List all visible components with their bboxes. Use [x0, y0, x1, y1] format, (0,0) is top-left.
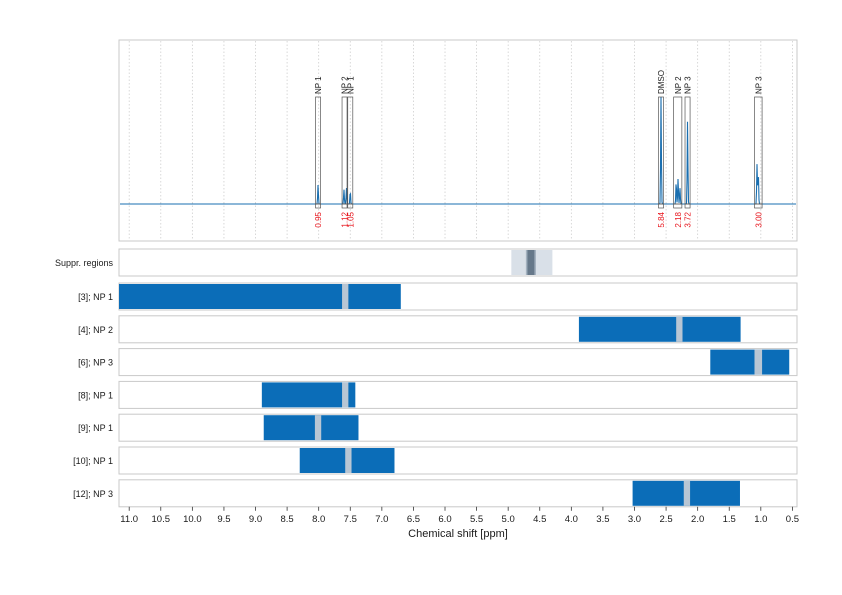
x-tick-label: 1.0 — [754, 514, 767, 525]
x-tick-label: 3.0 — [628, 514, 641, 525]
integral-bracket — [341, 203, 348, 209]
x-tick-label: 0.5 — [786, 514, 799, 525]
x-tick-label: 5.0 — [502, 514, 515, 525]
suppression-row — [118, 248, 798, 277]
integral-bracket — [658, 203, 664, 209]
region-gap — [314, 415, 322, 441]
row-label: [6]; NP 3 — [78, 358, 113, 368]
x-tick-label: 6.5 — [407, 514, 420, 525]
x-axis-title: Chemical shift [ppm] — [408, 528, 508, 540]
x-tick-label: 7.5 — [344, 514, 357, 525]
x-tick-label: 10.0 — [183, 514, 202, 525]
row-frame — [118, 380, 798, 409]
x-tick-label: 8.5 — [280, 514, 293, 525]
peak-label: NP 2 — [674, 76, 683, 94]
region-bar — [710, 349, 790, 375]
x-tick-label: 6.0 — [438, 514, 451, 525]
integral-value: 3.00 — [754, 211, 763, 227]
row-label: [12]; NP 3 — [73, 489, 113, 499]
peak-label: NP 3 — [684, 76, 693, 94]
peak-label: NP 2 — [341, 76, 350, 94]
row-label: [4]; NP 2 — [78, 325, 113, 335]
x-tick-label: 10.5 — [152, 514, 171, 525]
x-tick-label: 9.5 — [217, 514, 230, 525]
suppression-core — [527, 250, 535, 275]
region-gap — [342, 284, 349, 309]
x-tick-label: 4.0 — [565, 514, 578, 525]
integral-value: 1.12 — [341, 211, 350, 227]
row-frame — [118, 348, 798, 377]
x-tick-label: 3.5 — [596, 514, 609, 525]
x-tick-label: 8.0 — [312, 514, 325, 525]
integral-value: 2.18 — [674, 211, 683, 227]
row-frame — [118, 413, 798, 442]
integral-bracket — [673, 203, 683, 209]
integral-bracket — [347, 203, 354, 209]
integral-value: 0.95 — [314, 211, 323, 227]
spectrum-panel — [118, 39, 798, 242]
region-gap — [676, 316, 683, 342]
row-label: [9]; NP 1 — [78, 423, 113, 433]
x-tick-label: 7.0 — [375, 514, 388, 525]
region-bar — [578, 316, 741, 342]
row-label: Suppr. regions — [55, 258, 114, 268]
peak-label: NP 3 — [754, 76, 763, 94]
row-label: [10]; NP 1 — [73, 456, 113, 466]
x-tick-label: 1.5 — [723, 514, 736, 525]
spectrum-line — [120, 96, 796, 205]
integral-value: 3.72 — [684, 211, 693, 227]
x-tick-label: 2.0 — [691, 514, 704, 525]
x-tick-label: 11.0 — [120, 514, 138, 525]
region-gap — [683, 480, 691, 506]
peak-label: NP 1 — [314, 76, 323, 94]
row-frame — [118, 446, 798, 475]
region-bar — [261, 382, 356, 408]
integral-bracket — [315, 203, 321, 209]
x-tick-label: 9.0 — [249, 514, 262, 525]
x-tick-label: 5.5 — [470, 514, 483, 525]
x-tick-label: 2.5 — [659, 514, 672, 525]
integral-value: 1.05 — [346, 211, 355, 227]
x-tick-label: 4.5 — [533, 514, 546, 525]
region-bar — [263, 415, 359, 441]
integral-bracket — [684, 203, 691, 209]
integral-value: 5.84 — [657, 211, 666, 227]
peak-label: DMSO — [657, 70, 666, 94]
row-label: [8]; NP 1 — [78, 390, 113, 400]
integral-bracket — [754, 203, 763, 209]
region-gap — [345, 448, 352, 473]
region-gap — [754, 349, 763, 375]
peak-label: NP 1 — [346, 76, 355, 94]
region-gap — [342, 382, 349, 408]
row-label: [3]; NP 1 — [78, 292, 113, 302]
region-bar — [119, 284, 401, 309]
